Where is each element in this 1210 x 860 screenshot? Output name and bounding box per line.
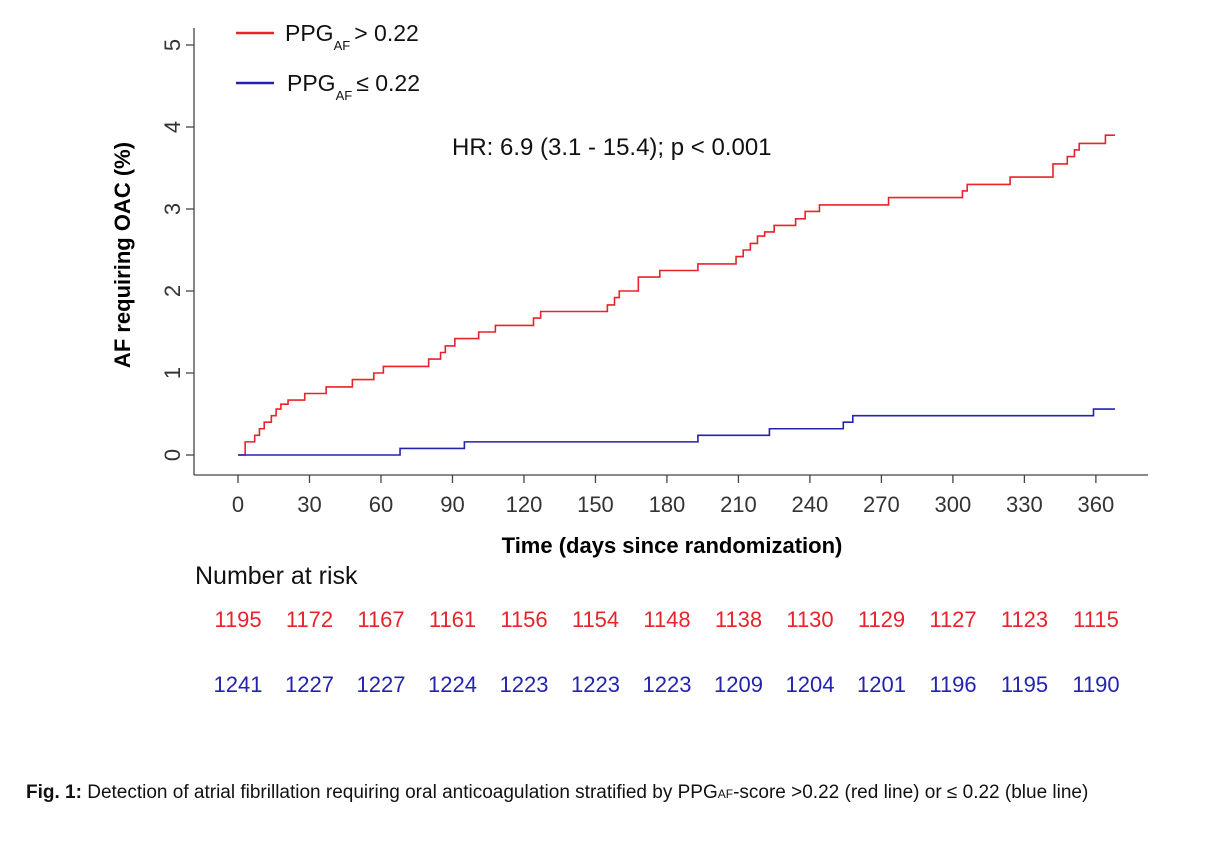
risk-table-title: Number at risk bbox=[195, 562, 358, 590]
risk-value: 1209 bbox=[714, 672, 763, 697]
legend-sub: AF bbox=[336, 88, 353, 103]
risk-value: 1172 bbox=[286, 607, 333, 632]
risk-value: 1123 bbox=[1001, 607, 1048, 632]
x-tick-label: 120 bbox=[506, 492, 543, 517]
chart-axes: 0 1 2 3 4 5 0 30 60 90 120 150 180 210 240 270 300 330 360 bbox=[160, 28, 1148, 517]
x-tick-label: 360 bbox=[1078, 492, 1115, 517]
risk-value: 1127 bbox=[929, 607, 976, 632]
risk-value: 1224 bbox=[428, 672, 477, 697]
y-tick-label: 5 bbox=[160, 39, 185, 51]
legend-rest: > 0.22 bbox=[354, 20, 419, 46]
risk-value: 1196 bbox=[929, 672, 976, 697]
risk-value: 1148 bbox=[643, 607, 690, 632]
legend-label-high: PPGAF > 0.22 bbox=[285, 20, 419, 53]
risk-value: 1195 bbox=[1001, 672, 1048, 697]
risk-value: 1115 bbox=[1073, 607, 1119, 632]
figure-caption: Fig. 1: Detection of atrial fibrillation… bbox=[26, 781, 1191, 806]
x-tick-label: 330 bbox=[1006, 492, 1043, 517]
x-tick-label: 180 bbox=[649, 492, 686, 517]
risk-value: 1129 bbox=[858, 607, 905, 632]
y-tick-label: 1 bbox=[160, 367, 185, 379]
caption-sub: AF bbox=[717, 787, 734, 801]
risk-table: 1195 1172 1167 1161 1156 1154 1148 1138 1130 1129… bbox=[214, 607, 1120, 697]
x-tick-label: 30 bbox=[297, 492, 321, 517]
legend-main: PPG bbox=[287, 70, 336, 96]
risk-value: 1201 bbox=[857, 672, 906, 697]
x-tick-label: 90 bbox=[440, 492, 464, 517]
y-tick-label: 4 bbox=[160, 121, 185, 133]
risk-value: 1241 bbox=[214, 672, 263, 697]
caption-text-2: -score >0.22 (red line) or ≤ 0.22 (blue … bbox=[733, 782, 1089, 803]
risk-value: 1154 bbox=[572, 607, 619, 632]
series-line-high bbox=[238, 134, 1115, 456]
x-tick-label: 240 bbox=[792, 492, 829, 517]
hazard-ratio-annotation: HR: 6.9 (3.1 - 15.4); p < 0.001 bbox=[452, 134, 772, 161]
legend-label-low: PPGAF ≤ 0.22 bbox=[287, 70, 420, 103]
y-tick-label: 3 bbox=[160, 203, 185, 215]
risk-value: 1130 bbox=[786, 607, 833, 632]
x-tick-label: 270 bbox=[863, 492, 900, 517]
series-layer bbox=[238, 134, 1115, 456]
x-tick-label: 60 bbox=[369, 492, 393, 517]
risk-value: 1156 bbox=[500, 607, 547, 632]
risk-value: 1138 bbox=[715, 607, 762, 632]
risk-value: 1190 bbox=[1072, 672, 1119, 697]
km-chart: 0 1 2 3 4 5 0 30 60 90 120 150 180 210 240 270 300 330 360… bbox=[110, 20, 1148, 697]
x-tick-label: 0 bbox=[232, 492, 244, 517]
legend-main: PPG bbox=[285, 20, 334, 46]
legend: PPGAF > 0.22 PPGAF ≤ 0.22 bbox=[236, 20, 420, 103]
caption-label: Fig. 1: bbox=[26, 782, 82, 803]
legend-sub: AF bbox=[334, 38, 351, 53]
risk-value: 1161 bbox=[429, 607, 476, 632]
risk-value: 1227 bbox=[285, 672, 334, 697]
risk-value: 1167 bbox=[357, 607, 404, 632]
risk-value: 1223 bbox=[571, 672, 620, 697]
risk-value: 1227 bbox=[357, 672, 406, 697]
y-tick-label: 0 bbox=[160, 449, 185, 461]
risk-value: 1223 bbox=[500, 672, 549, 697]
caption-text-1: Detection of atrial fibrillation requiri… bbox=[81, 782, 718, 803]
legend-rest: ≤ 0.22 bbox=[356, 70, 420, 96]
risk-value: 1223 bbox=[643, 672, 692, 697]
y-axis-title: AF requiring OAC (%) bbox=[110, 142, 135, 368]
x-tick-label: 300 bbox=[935, 492, 972, 517]
series-line-low bbox=[238, 408, 1115, 456]
y-tick-label: 2 bbox=[160, 285, 185, 297]
risk-value: 1195 bbox=[214, 607, 261, 632]
risk-value: 1204 bbox=[786, 672, 835, 697]
x-tick-label: 150 bbox=[577, 492, 614, 517]
x-axis-title: Time (days since randomization) bbox=[502, 533, 843, 558]
x-tick-label: 210 bbox=[720, 492, 757, 517]
